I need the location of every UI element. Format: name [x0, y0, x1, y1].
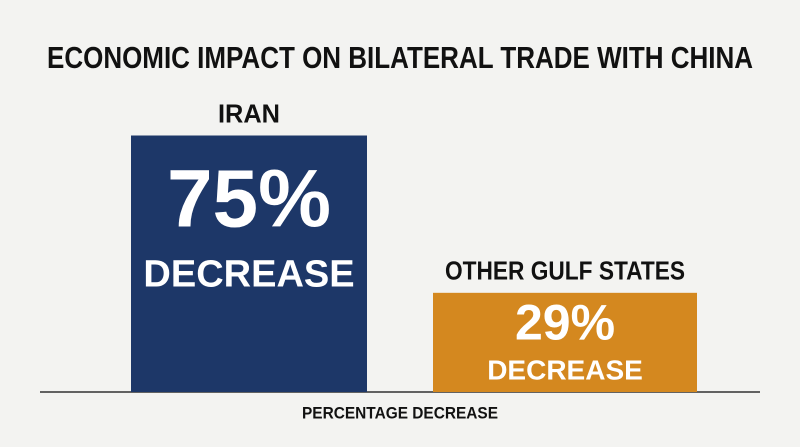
value-note: DECREASE: [143, 254, 354, 296]
bar: [131, 135, 367, 392]
category-label: OTHER GULF STATES: [445, 256, 685, 286]
chart-title: ECONOMIC IMPACT ON BILATERAL TRADE WITH …: [47, 40, 753, 75]
x-axis-label: PERCENTAGE DECREASE: [302, 403, 498, 422]
value-label: 29%: [515, 295, 615, 351]
value-label: 75%: [167, 153, 331, 244]
value-note: DECREASE: [487, 355, 643, 386]
bar: [433, 292, 697, 392]
category-label: IRAN: [218, 98, 280, 128]
